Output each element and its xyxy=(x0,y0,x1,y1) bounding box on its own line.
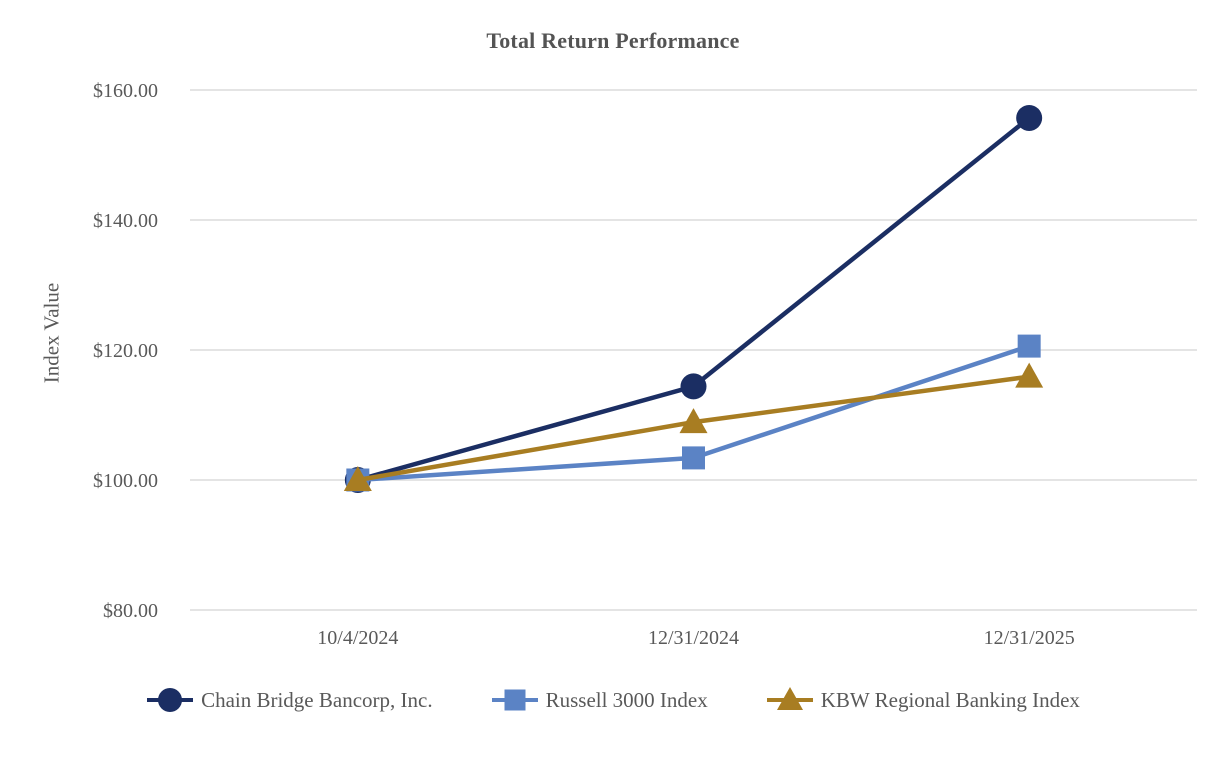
legend-item: Chain Bridge Bancorp, Inc. xyxy=(146,685,433,715)
legend-marker-circle-icon xyxy=(147,688,194,712)
data-point-marker xyxy=(1017,334,1041,358)
legend-label: KBW Regional Banking Index xyxy=(820,687,1080,712)
chart-title: Total Return Performance xyxy=(486,28,740,53)
x-tick-label: 10/4/2024 xyxy=(317,627,398,649)
y-tick-label: $160.00 xyxy=(93,80,158,102)
data-point-marker xyxy=(776,687,803,710)
data-point-marker xyxy=(679,408,708,434)
data-point-marker xyxy=(1015,362,1044,388)
data-point-marker xyxy=(1016,104,1043,131)
y-tick-label: $120.00 xyxy=(93,340,158,362)
data-point-marker xyxy=(343,466,372,491)
legend-marker-square-icon xyxy=(491,689,538,711)
legend-label: Chain Bridge Bancorp, Inc. xyxy=(201,687,433,712)
data-point-marker xyxy=(158,688,183,712)
data-point-marker xyxy=(504,689,526,711)
y-tick-label: $140.00 xyxy=(93,210,158,232)
data-point-marker xyxy=(682,446,705,470)
x-tick-label: 12/31/2025 xyxy=(984,627,1075,649)
legend-label: Russell 3000 Index xyxy=(545,687,708,712)
legend-item: KBW Regional Banking Index xyxy=(766,685,1080,715)
legend-marker-triangle-icon xyxy=(766,687,813,710)
y-tick-label: $100.00 xyxy=(93,470,158,492)
legend-item: Russell 3000 Index xyxy=(491,685,708,715)
data-point-marker xyxy=(680,373,707,400)
x-tick-label: 12/31/2024 xyxy=(648,627,739,649)
y-tick-label: $80.00 xyxy=(103,600,158,622)
legend: Chain Bridge Bancorp, Inc. Russell 3000 I… xyxy=(0,685,1226,715)
